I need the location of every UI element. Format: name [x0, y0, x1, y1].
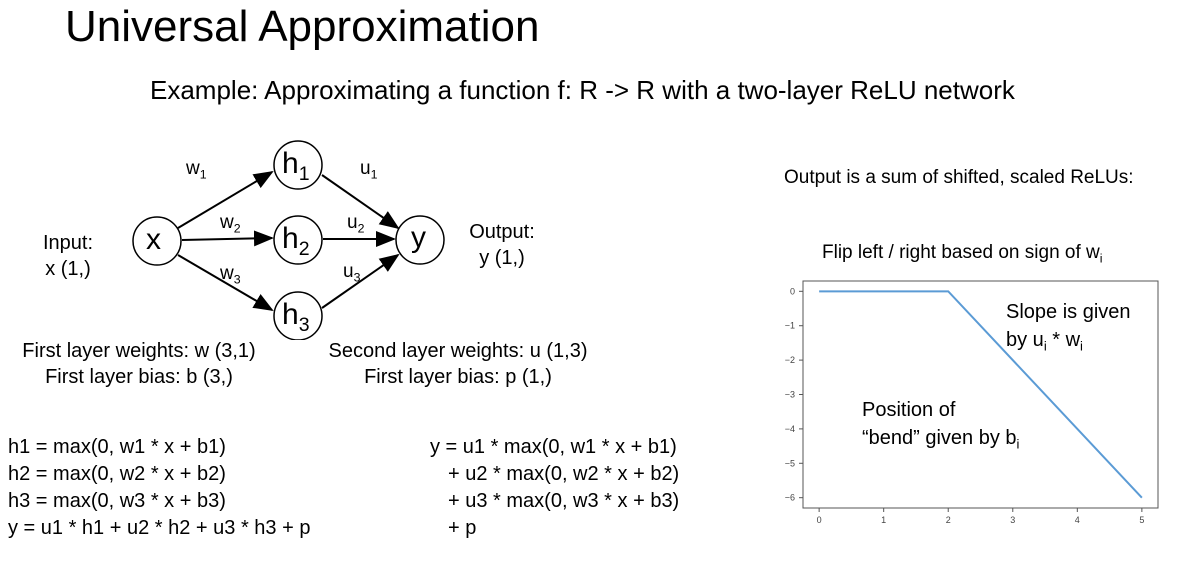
- node-h2-circle: [273, 215, 323, 265]
- second-layer-info: Second layer weights: u (1,3) First laye…: [310, 338, 606, 390]
- flip-note-text: Flip left / right based on sign of w: [822, 242, 1100, 263]
- edge-label: u: [347, 212, 358, 233]
- node-x-label: x: [146, 223, 161, 256]
- slope-subscript: i: [1080, 338, 1083, 354]
- first-layer-info: First layer weights: w (3,1) First layer…: [8, 338, 270, 390]
- x-tick-label: 4: [1075, 515, 1080, 525]
- input-shape: x (1,): [45, 258, 91, 280]
- slope-note-text: * w: [1046, 329, 1081, 351]
- y-tick-label: −5: [785, 458, 795, 468]
- node-x: x: [146, 223, 161, 257]
- output-label-line: Output:: [469, 221, 535, 243]
- equation-line: + u3 * max(0, w3 * x + b3): [448, 490, 680, 512]
- output-shape: y (1,): [479, 247, 525, 269]
- y-tick-label: 0: [790, 286, 795, 296]
- relu-chart: 0 1 2 3 4 5 0 −1 −2 −3 −4 −5 −6: [785, 280, 1159, 525]
- node-h3: h3: [282, 298, 310, 337]
- input-label: Input: x (1,): [30, 230, 106, 282]
- relu-sum-heading: Output is a sum of shifted, scaled ReLUs…: [784, 167, 1134, 188]
- edge-u1: [321, 174, 400, 230]
- bend-note-line: Position of: [862, 399, 956, 421]
- bend-subscript: i: [1016, 436, 1020, 452]
- equation-h2: h2 = max(0, w2 * x + b2): [8, 463, 226, 485]
- bend-note: Position of “bend” given by bi: [862, 396, 1019, 459]
- edge-label: w: [186, 158, 200, 179]
- bend-note-text: “bend” given by b: [862, 427, 1017, 449]
- slope-note-text: by u: [1006, 329, 1044, 351]
- first-layer-weights: First layer weights: w (3,1): [22, 340, 256, 362]
- equation-h3: h3 = max(0, w3 * x + b3): [8, 490, 226, 512]
- equation-line: + p: [448, 517, 477, 539]
- edge-w3: [177, 254, 274, 312]
- edge-label: u: [343, 261, 354, 282]
- node-label: h: [282, 222, 299, 255]
- edge-label: w: [220, 212, 234, 233]
- first-layer-bias: First layer bias: b (3,): [45, 366, 233, 388]
- edge-label-u1: u1: [360, 158, 377, 181]
- edge-subscript: 2: [357, 221, 365, 236]
- edge-subscript: 1: [370, 167, 378, 182]
- edge-subscript: 1: [199, 167, 207, 182]
- second-layer-weights: Second layer weights: u (1,3): [328, 340, 588, 362]
- edge-label: w: [220, 263, 234, 284]
- relu-line: [819, 290, 1143, 499]
- node-y-label: y: [411, 221, 426, 254]
- edge-label-u3: u3: [343, 261, 360, 284]
- edge-label-w3: w3: [220, 263, 241, 286]
- x-tick-label: 3: [1010, 515, 1015, 525]
- node-h3-circle: [273, 291, 323, 340]
- slide-subtitle: Example: Approximating a function f: R -…: [150, 75, 1015, 105]
- equation-line: + u2 * max(0, w2 * x + b2): [448, 463, 680, 485]
- x-tick-label: 2: [946, 515, 951, 525]
- node-label: h: [282, 298, 299, 331]
- node-label: h: [282, 147, 299, 180]
- node-subscript: 2: [298, 237, 310, 260]
- equations-right: y = u1 * max(0, w1 * x + b1) + u2 * max(…: [430, 434, 679, 542]
- output-label: Output: y (1,): [458, 219, 546, 271]
- slope-note-line: Slope is given: [1006, 301, 1131, 323]
- slide-title: Universal Approximation: [65, 2, 540, 51]
- equation-line: y = u1 * max(0, w1 * x + b1): [430, 436, 677, 458]
- node-subscript: 1: [298, 162, 310, 185]
- y-tick-label: −2: [785, 355, 795, 365]
- flip-note-subscript: i: [1099, 251, 1103, 266]
- input-label-line: Input:: [42, 232, 94, 254]
- network-diagram: [132, 140, 445, 340]
- y-tick-label: −1: [785, 321, 795, 331]
- node-y: y: [411, 221, 426, 255]
- equation-h1: h1 = max(0, w1 * x + b1): [8, 436, 226, 458]
- edge-label: u: [360, 158, 371, 179]
- flip-note: Flip left / right based on sign of wi: [822, 242, 1103, 265]
- node-h2: h2: [282, 222, 310, 261]
- edge-u3: [321, 253, 400, 309]
- edge-label-w2: w2: [220, 212, 241, 235]
- edge-label-u2: u2: [347, 212, 364, 235]
- x-tick-label: 0: [817, 515, 822, 525]
- node-subscript: 3: [298, 313, 310, 336]
- node-h1-circle: [273, 140, 323, 190]
- second-layer-bias: First layer bias: p (1,): [364, 366, 552, 388]
- slope-subscript: i: [1043, 338, 1047, 354]
- edge-label-w1: w1: [186, 158, 207, 181]
- node-y-circle: [395, 215, 445, 265]
- x-tick-label: 1: [881, 515, 886, 525]
- equation-y: y = u1 * h1 + u2 * h2 + u3 * h3 + p: [8, 517, 311, 539]
- edge-w1: [177, 170, 274, 229]
- y-tick-label: −4: [785, 424, 795, 434]
- edge-subscript: 2: [233, 221, 241, 236]
- node-x-circle: [132, 216, 182, 266]
- node-h1: h1: [282, 147, 310, 186]
- y-tick-label: −6: [785, 493, 795, 503]
- edge-w2: [181, 230, 274, 247]
- edge-subscript: 3: [353, 270, 361, 285]
- y-tick-label: −3: [785, 390, 795, 400]
- equations-left: h1 = max(0, w1 * x + b1) h2 = max(0, w2 …: [8, 434, 310, 542]
- slope-note: Slope is given by ui * wi: [1006, 298, 1131, 361]
- edge-subscript: 3: [233, 272, 241, 287]
- x-tick-label: 5: [1139, 515, 1144, 525]
